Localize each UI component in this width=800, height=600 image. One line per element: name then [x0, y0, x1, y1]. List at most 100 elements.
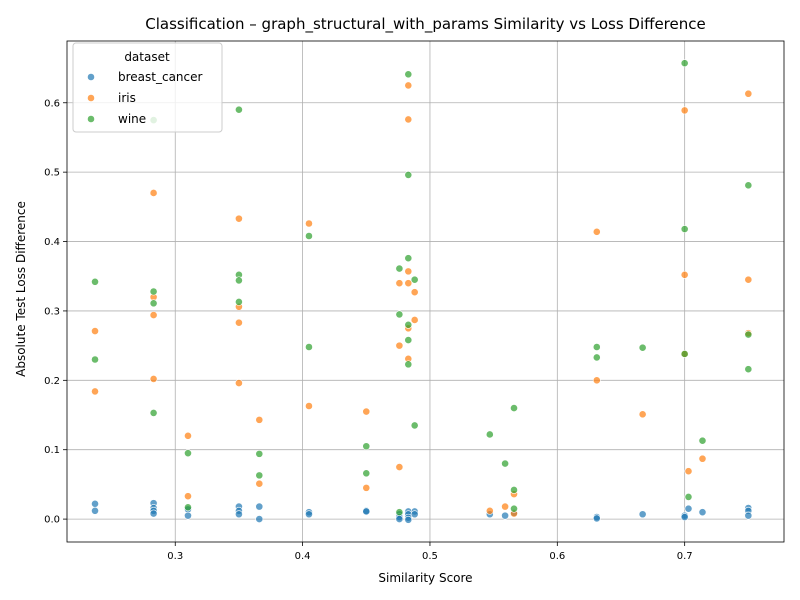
data-point — [362, 483, 371, 492]
data-point — [395, 515, 404, 524]
data-point — [410, 275, 419, 284]
data-point — [404, 279, 413, 288]
data-point — [404, 81, 413, 90]
data-point — [592, 343, 601, 351]
data-point — [395, 310, 404, 319]
y-tick-label: 0.5 — [44, 168, 60, 179]
data-point — [362, 442, 371, 451]
data-points — [91, 59, 753, 524]
data-point — [404, 336, 413, 344]
x-tick-label: 0.5 — [422, 551, 438, 562]
data-point — [305, 219, 313, 228]
data-point — [184, 492, 192, 501]
data-point — [404, 254, 413, 263]
series-wine — [91, 59, 753, 517]
data-point — [305, 402, 313, 410]
data-point — [149, 509, 158, 518]
data-point — [149, 409, 158, 417]
data-point — [680, 225, 689, 233]
data-point — [404, 70, 413, 79]
data-point — [184, 511, 192, 520]
x-tick-label: 0.4 — [295, 551, 311, 562]
data-point — [305, 232, 313, 240]
data-point — [91, 387, 99, 396]
data-point — [404, 171, 413, 179]
data-point — [410, 316, 419, 324]
legend-title: dataset — [124, 50, 170, 64]
x-tick-label: 0.7 — [677, 551, 693, 562]
data-point — [395, 508, 404, 517]
data-point — [91, 499, 99, 508]
data-point — [410, 288, 419, 297]
data-point — [404, 515, 413, 524]
data-point — [485, 506, 494, 515]
legend-marker — [87, 115, 95, 123]
data-point — [184, 431, 192, 440]
data-point — [395, 264, 404, 273]
data-point — [255, 471, 264, 480]
data-point — [362, 469, 371, 478]
data-point — [91, 355, 99, 364]
data-point — [410, 421, 419, 430]
data-point — [255, 449, 264, 458]
data-point — [91, 506, 99, 515]
data-point — [149, 311, 158, 319]
data-point — [235, 214, 243, 223]
series-iris — [91, 81, 753, 518]
data-point — [698, 508, 707, 517]
data-point — [149, 375, 158, 383]
data-point — [404, 360, 413, 369]
data-point — [404, 320, 413, 329]
data-point — [698, 436, 707, 445]
y-axis-title: Absolute Test Loss Difference — [14, 201, 28, 377]
data-point — [149, 189, 158, 197]
data-point — [510, 504, 518, 513]
data-point — [395, 341, 404, 350]
data-point — [235, 510, 243, 519]
data-point — [255, 479, 264, 488]
data-point — [149, 287, 158, 296]
data-point — [744, 330, 753, 339]
data-point — [684, 467, 693, 476]
data-point — [680, 350, 689, 358]
legend-marker — [87, 73, 95, 81]
data-point — [235, 298, 243, 306]
data-point — [255, 415, 264, 424]
data-point — [501, 502, 509, 511]
data-point — [184, 503, 192, 512]
data-point — [698, 454, 707, 463]
legend-label: iris — [118, 91, 136, 105]
y-tick-label: 0.0 — [44, 515, 60, 526]
data-point — [305, 510, 313, 519]
data-point — [592, 227, 601, 236]
data-point — [744, 365, 753, 374]
y-tick-label: 0.3 — [44, 306, 60, 317]
y-tick-label: 0.1 — [44, 445, 60, 456]
data-point — [362, 407, 371, 416]
data-point — [404, 267, 413, 276]
x-tick-label: 0.3 — [167, 551, 183, 562]
legend-marker — [87, 94, 95, 102]
data-point — [744, 511, 753, 520]
data-point — [680, 106, 689, 115]
data-point — [410, 510, 419, 519]
data-point — [395, 463, 404, 471]
chart-title: Classification – graph_structural_with_p… — [145, 15, 705, 34]
data-point — [680, 59, 689, 68]
x-tick-label: 0.6 — [549, 551, 565, 562]
data-point — [255, 502, 264, 511]
data-point — [235, 379, 243, 387]
data-point — [235, 105, 243, 114]
data-point — [744, 89, 753, 98]
data-point — [235, 276, 243, 285]
data-point — [592, 376, 601, 385]
data-point — [362, 507, 371, 516]
data-point — [744, 181, 753, 190]
data-point — [501, 459, 509, 468]
data-point — [684, 504, 693, 513]
data-point — [638, 510, 647, 519]
data-point — [592, 514, 601, 523]
data-point — [184, 449, 192, 458]
